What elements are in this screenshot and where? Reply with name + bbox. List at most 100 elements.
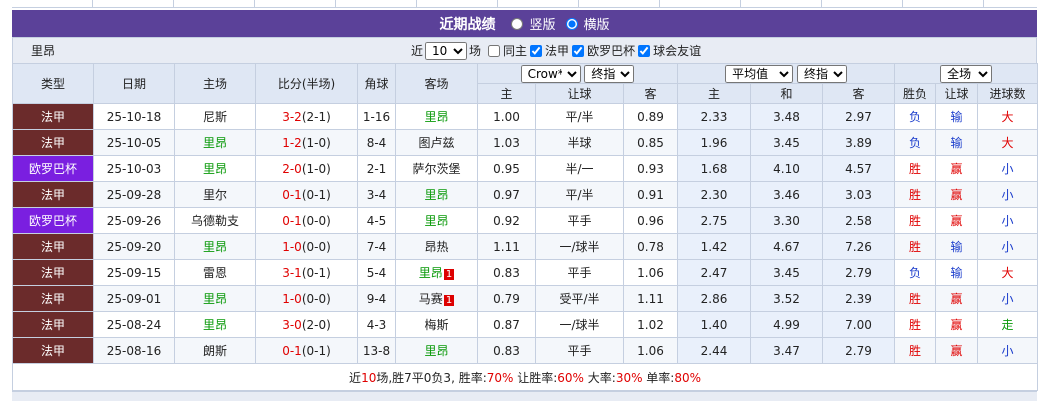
result-cell: 胜	[894, 207, 937, 234]
avg-cell: 2.75	[677, 207, 752, 234]
odds-cell: 平手	[535, 337, 624, 364]
odds-cell: 半/一	[535, 155, 624, 182]
section-title: 近期战绩	[439, 16, 496, 33]
team-name: 乌德勒支	[190, 214, 239, 228]
odds-cell: 平/半	[535, 103, 624, 130]
match-row: 法甲 25-08-16 朗斯 0-1(0-1) 13-8 里昂 0.83 平手 1.06 2.44…	[12, 337, 1039, 364]
filter-label: 欧罗巴杯	[587, 44, 636, 58]
away-team-cell: 里昂 1	[395, 259, 478, 286]
filter-checkbox[interactable]	[572, 44, 585, 57]
odds-cell: 受平/半	[535, 285, 624, 312]
odds-cell: 0.95	[477, 155, 536, 182]
home-team-cell: 朗斯	[174, 337, 256, 364]
summary-cell: 近10场,胜7平0负3, 胜率:70% 让胜率:60% 大率:30% 单率:80…	[11, 363, 1039, 391]
match-row: 欧罗巴杯 25-09-26 乌德勒支 0-1(0-0) 4-5 里昂 0.92 平手 0.96 2…	[12, 207, 1039, 234]
match-row: 法甲 25-09-28 里尔 0-1(0-1) 3-4 里昂 0.97 平/半 0.91 2.30…	[12, 181, 1039, 208]
summary-part: 60%	[557, 370, 584, 385]
result-cell: 胜	[894, 233, 937, 260]
avg-header: 平均值 终指	[677, 63, 896, 84]
subcolumn-header: 主	[477, 83, 536, 104]
avg-cell: 2.58	[822, 207, 896, 234]
match-row: 欧罗巴杯 25-10-03 里昂 2-0(1-0) 2-1 萨尔茨堡 0.95 半/一 0.93…	[12, 155, 1039, 182]
avg-cell: 2.44	[677, 337, 752, 364]
match-row: 法甲 25-09-01 里昂 1-0(0-0) 9-4 马赛 1 0.79 受平/半 1.11 2.…	[12, 285, 1039, 312]
red-card: 1	[443, 269, 455, 280]
avg-cell: 3.52	[750, 285, 824, 312]
odds-cell: 半球	[535, 129, 624, 156]
date-cell: 25-09-26	[93, 207, 175, 234]
goals-cell: 小	[977, 181, 1039, 208]
goals-cell: 大	[977, 103, 1039, 130]
half-score: (1-0)	[301, 161, 331, 176]
away-team-cell: 萨尔茨堡	[395, 155, 478, 182]
result-cell: 胜	[894, 285, 937, 312]
avg-cell: 7.00	[822, 311, 896, 338]
result-cell: 胜	[894, 337, 937, 364]
away-team-cell: 里昂	[395, 103, 478, 130]
filter-controls: 近 10 场 同主 法甲 欧罗巴杯 球会友谊	[411, 41, 701, 60]
filter-checkbox[interactable]	[638, 44, 651, 57]
odds-cell: 1.06	[622, 337, 679, 364]
avg-cell: 3.48	[750, 103, 824, 130]
league-cell: 欧罗巴杯	[12, 155, 94, 182]
league-cell: 法甲	[12, 129, 94, 156]
odds-select[interactable]: 终指	[796, 64, 847, 83]
filter-checkbox[interactable]	[530, 44, 543, 57]
odds-cell: 1.02	[622, 311, 679, 338]
next-section-edge	[12, 391, 1037, 401]
league-cell: 法甲	[12, 259, 94, 286]
odds-select[interactable]: 全场	[940, 64, 993, 83]
team-name: 里昂	[202, 162, 227, 176]
odds-cell: 平手	[535, 207, 624, 234]
filter-checkbox[interactable]	[488, 44, 501, 57]
odds-cell: 1.03	[477, 129, 536, 156]
full-score: 0-1	[282, 343, 302, 358]
league-cell: 法甲	[12, 233, 94, 260]
match-row: 法甲 25-10-05 里昂 1-2(1-0) 8-4 图卢兹 1.03 半球 0.85 1.96…	[12, 129, 1039, 156]
handicap-cell: 赢	[935, 285, 979, 312]
avg-cell: 1.96	[677, 129, 752, 156]
date-cell: 25-10-18	[93, 103, 175, 130]
match-row: 法甲 25-10-18 尼斯 3-2(2-1) 1-16 里昂 1.00 平/半 0.89 2.3…	[12, 103, 1039, 130]
view-radio[interactable]	[511, 17, 524, 30]
team-name: 里昂	[202, 318, 227, 332]
avg-cell: 2.47	[677, 259, 752, 286]
handicap-cell: 赢	[935, 155, 979, 182]
date-cell: 25-09-01	[93, 285, 175, 312]
away-team-cell: 梅斯	[395, 311, 478, 338]
avg-cell: 4.99	[750, 311, 824, 338]
avg-cell: 2.79	[822, 337, 896, 364]
avg-cell: 3.45	[750, 259, 824, 286]
summary-part: 10	[361, 370, 377, 385]
odds-cell: 0.79	[477, 285, 536, 312]
full-score: 0-1	[282, 213, 302, 228]
avg-cell: 2.97	[822, 103, 896, 130]
filter-suffix: 场	[469, 44, 482, 58]
odds-select[interactable]: Crow*	[520, 64, 581, 83]
team-name: 萨尔茨堡	[412, 162, 461, 176]
odds-cell: 一/球半	[535, 311, 624, 338]
section-header: 近期战绩 竖版 横版	[12, 10, 1037, 37]
half-score: (0-0)	[301, 291, 331, 306]
previous-table-edge	[12, 0, 1037, 8]
odds-select[interactable]: 终指	[584, 64, 635, 83]
score-cell: 1-0(0-0)	[255, 285, 358, 312]
avg-cell: 4.67	[750, 233, 824, 260]
avg-cell: 1.40	[677, 311, 752, 338]
team-name: 里昂	[424, 214, 449, 228]
odds-select[interactable]: 平均值	[725, 64, 794, 83]
count-select[interactable]: 10	[425, 41, 468, 60]
league-cell: 法甲	[12, 285, 94, 312]
result-cell: 胜	[894, 311, 937, 338]
team-name: 里昂	[31, 44, 56, 58]
goals-cell: 走	[977, 311, 1039, 338]
result-cell: 胜	[894, 181, 937, 208]
view-label: 竖版	[529, 18, 556, 33]
league-cell: 法甲	[12, 103, 94, 130]
view-radio[interactable]	[565, 17, 578, 30]
avg-cell: 3.03	[822, 181, 896, 208]
team-name: 里昂	[202, 240, 227, 254]
date-cell: 25-09-28	[93, 181, 175, 208]
avg-cell: 2.39	[822, 285, 896, 312]
